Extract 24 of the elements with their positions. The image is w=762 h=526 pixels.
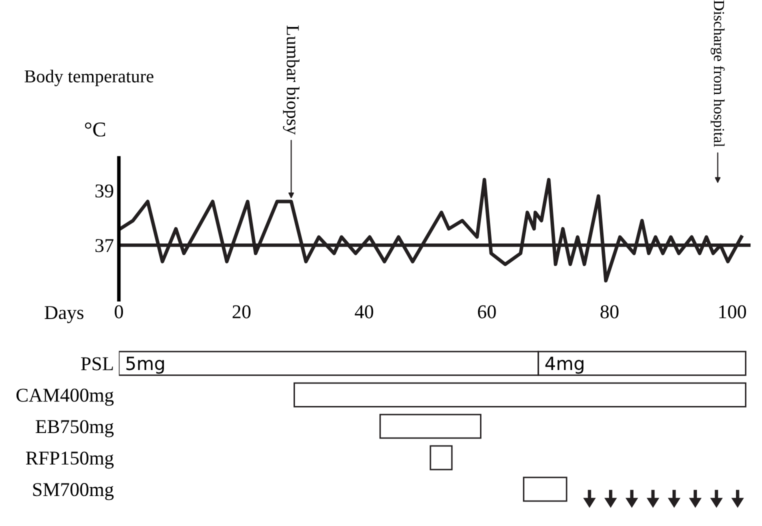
bar [294,382,746,408]
x-tick-label: 80 [600,305,618,318]
bar [379,414,482,439]
text: Discharge from hospital [710,0,725,148]
annotation: 5mg [126,356,164,374]
y-axis-title: Body temperature [24,70,154,86]
y-tick-label: PSL [81,357,113,370]
x-tick-label: 40 [354,305,374,318]
annotation: 4mg [545,356,584,374]
text: °C [85,122,106,137]
y-tick-label: 39 [95,184,114,198]
x-tick-label: 60 [478,305,496,318]
y-tick-label: SM700mg [33,483,114,500]
y-tick-label: CAM400mg [16,388,114,406]
bar [430,445,453,470]
y-tick-label: 37 [95,239,114,252]
bar [522,476,568,502]
x-tick-label: 20 [232,305,251,318]
x-tick-label: 100 [719,305,746,318]
x-tick-label: 0 [114,305,123,318]
annotation: Lumbar biopsy [282,26,300,135]
y-tick-label: RFP150mg [26,452,114,469]
y-tick-label: EB750mg [36,420,114,438]
x-axis-title: Days [44,306,84,324]
